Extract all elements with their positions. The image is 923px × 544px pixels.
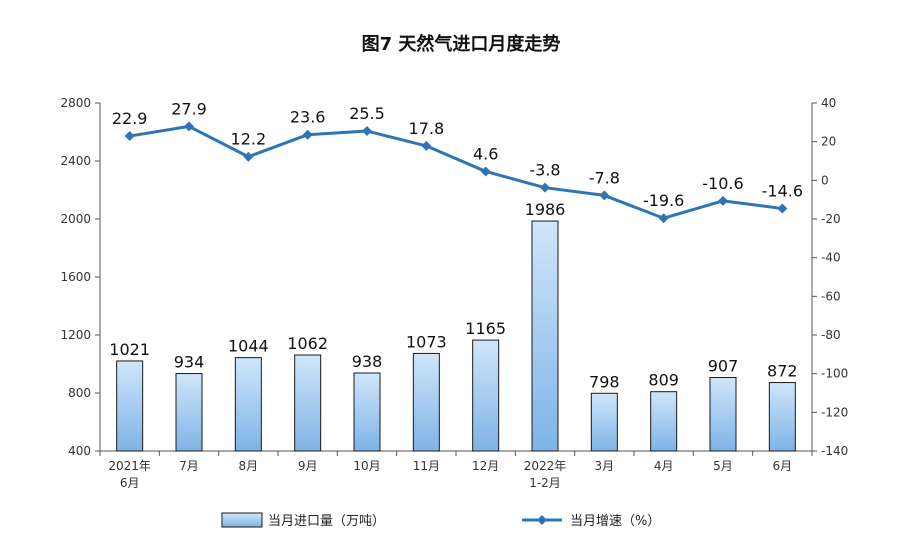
y-left-tick-label: 1600 <box>60 270 91 284</box>
x-tick-label: 10月 <box>353 459 380 473</box>
bar <box>294 354 322 452</box>
bar-data-label: 1021 <box>109 340 150 359</box>
bar-data-label: 934 <box>174 353 205 372</box>
x-tick-label: 5月 <box>713 459 733 473</box>
bar <box>709 376 737 452</box>
line-data-label: -19.6 <box>643 191 684 210</box>
line-data-label: 25.5 <box>349 104 385 123</box>
bar-data-label: 1044 <box>228 337 269 356</box>
bar <box>116 360 144 452</box>
bar <box>590 392 618 452</box>
x-tick-label: 1-2月 <box>529 476 561 490</box>
y-right-tick-label: -140 <box>821 444 848 458</box>
y-left-tick-label: 2400 <box>60 154 91 168</box>
bar <box>234 357 262 452</box>
x-tick-label: 4月 <box>654 459 674 473</box>
line-point <box>658 213 669 224</box>
line-point <box>718 195 728 206</box>
line-point <box>124 131 135 142</box>
chart-title: 图7 天然气进口月度走势 <box>362 33 561 55</box>
bar-data-label: 907 <box>708 356 739 375</box>
x-tick-label: 9月 <box>298 459 318 473</box>
bar <box>768 382 796 452</box>
bar-data-label: 1165 <box>465 319 506 338</box>
plot-area: 40080012001600200024002800-140-120-100-8… <box>60 96 848 490</box>
x-tick-label: 6月 <box>773 459 793 473</box>
y-right-tick-label: 0 <box>821 173 829 187</box>
y-left-tick-label: 2000 <box>60 212 91 226</box>
y-right-tick-label: 40 <box>821 96 836 110</box>
line-data-label: 17.8 <box>409 119 445 138</box>
bar-data-label: 798 <box>589 372 620 391</box>
x-tick-label: 3月 <box>595 459 615 473</box>
line-point <box>184 121 194 132</box>
line-point <box>480 166 491 177</box>
line-point <box>777 203 788 214</box>
line-point <box>243 151 254 162</box>
x-tick-label: 11月 <box>413 459 440 473</box>
bar-data-label: 872 <box>767 362 798 381</box>
line-point <box>302 129 313 140</box>
bar-data-label: 1986 <box>525 200 566 219</box>
y-right-tick-label: -60 <box>821 289 841 303</box>
bar-data-label: 938 <box>352 352 383 371</box>
line-data-label: -3.8 <box>529 161 560 180</box>
x-tick-label: 2021年 <box>108 459 151 473</box>
bar-data-label: 1073 <box>406 332 447 351</box>
line-data-label: -7.8 <box>589 168 620 187</box>
bar <box>531 220 559 452</box>
line-data-label: 4.6 <box>473 144 498 163</box>
line-data-label: -10.6 <box>702 174 743 193</box>
y-left-tick-label: 400 <box>68 444 91 458</box>
legend-bar-label: 当月进口量（万吨） <box>268 514 385 529</box>
bar <box>472 339 500 452</box>
legend-bar-swatch <box>221 512 263 528</box>
x-tick-label: 8月 <box>239 459 259 473</box>
line-data-label: 22.9 <box>112 109 148 128</box>
y-right-tick-label: 20 <box>821 135 836 149</box>
bar-data-label: 1062 <box>287 334 328 353</box>
line-point <box>421 140 432 151</box>
y-right-tick-label: -20 <box>821 212 841 226</box>
y-right-tick-label: -80 <box>821 328 841 342</box>
legend: 当月进口量（万吨） 当月增速（%） <box>221 512 660 529</box>
line-data-label: 12.2 <box>231 130 267 149</box>
x-tick-label: 12月 <box>472 459 499 473</box>
line-point <box>599 190 610 201</box>
bar-data-label: 809 <box>648 371 679 390</box>
line-point <box>540 182 550 193</box>
y-right-tick-label: -120 <box>821 405 848 419</box>
y-right-tick-label: -100 <box>821 367 848 381</box>
line-data-label: 27.9 <box>171 99 207 118</box>
bar <box>175 373 203 452</box>
bar <box>412 352 440 452</box>
line-data-label: 23.6 <box>290 108 326 127</box>
bar <box>650 391 678 452</box>
line-series <box>129 124 783 220</box>
y-left-tick-label: 2800 <box>60 96 91 110</box>
y-left-tick-label: 1200 <box>60 328 91 342</box>
x-tick-label: 7月 <box>179 459 199 473</box>
line-point <box>362 126 372 137</box>
y-left-tick-label: 800 <box>68 386 91 400</box>
legend-line-label: 当月增速（%） <box>570 514 660 529</box>
x-tick-label: 2022年 <box>524 459 567 473</box>
legend-line-marker <box>537 515 547 525</box>
bar <box>353 372 381 452</box>
x-tick-label: 6月 <box>120 476 140 490</box>
line-data-label: -14.6 <box>762 182 803 201</box>
y-right-tick-label: -40 <box>821 251 841 265</box>
